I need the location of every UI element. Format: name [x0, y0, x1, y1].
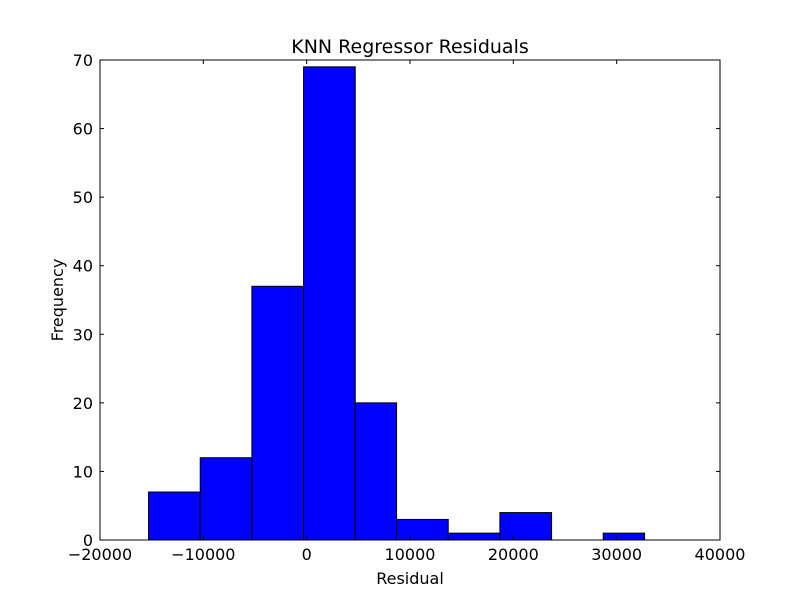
- y-axis-ticks: 0 10 20 30 40 50 60 70: [73, 51, 720, 550]
- x-tick-label: 20000: [488, 545, 539, 564]
- y-axis-title: Frequency: [48, 259, 67, 342]
- y-tick-label: 70: [73, 51, 93, 70]
- plot-frame: [99, 59, 721, 541]
- histogram-bar-6: [447, 532, 501, 541]
- x-tick-label: −20000: [68, 545, 132, 564]
- y-tick-label: 0: [83, 531, 93, 550]
- histogram-bar-7: [499, 512, 553, 541]
- histogram-bar-5: [396, 518, 449, 541]
- x-tick-label: 10000: [385, 545, 436, 564]
- y-tick-label: 30: [73, 325, 93, 344]
- x-tick-label: −10000: [171, 545, 235, 564]
- x-tick-label: 40000: [695, 545, 746, 564]
- histogram-bar-4: [354, 402, 398, 541]
- plot-area: [100, 60, 720, 540]
- histogram-bar-9: [602, 532, 646, 541]
- histogram-bar-0: [148, 491, 201, 541]
- y-tick-label: 60: [73, 120, 93, 139]
- y-tick-label: 40: [73, 257, 93, 276]
- histogram-bar-2: [251, 285, 305, 541]
- x-axis-title: Residual: [376, 569, 444, 588]
- y-tick-label: 20: [73, 394, 93, 413]
- y-tick-label: 50: [73, 188, 93, 207]
- x-tick-label: 0: [302, 545, 312, 564]
- bars: [148, 66, 646, 541]
- x-tick-label: 30000: [591, 545, 642, 564]
- y-tick-label: 10: [73, 462, 93, 481]
- histogram-bar-1: [199, 457, 253, 541]
- chart-title: KNN Regressor Residuals: [291, 36, 529, 58]
- x-axis-ticks: −20000 −10000 0 10000 20000 30000 40000: [68, 60, 746, 564]
- histogram-bar-3: [303, 66, 356, 541]
